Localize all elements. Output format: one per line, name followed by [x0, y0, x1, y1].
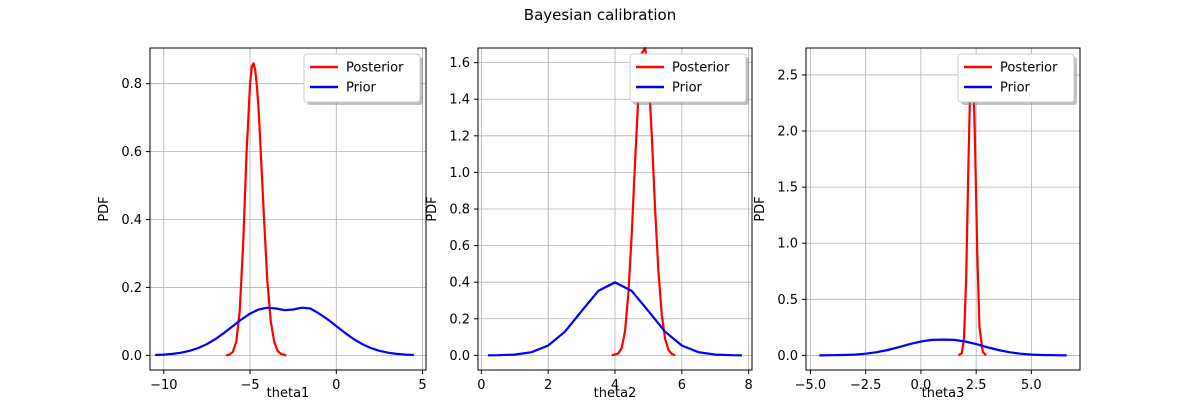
y-axis-label: PDF: [753, 196, 768, 221]
x-tick-label: 2.5: [966, 378, 987, 393]
x-axis-label: theta2: [594, 386, 637, 400]
legend-label-prior: Prior: [672, 81, 703, 96]
x-tick-label: 8: [745, 378, 753, 393]
series-line-prior: [487, 281, 743, 357]
figure-title: Bayesian calibration: [524, 6, 676, 24]
y-tick-label: 0.5: [777, 293, 798, 308]
y-tick-label: 0.4: [449, 276, 470, 291]
y-axis-label: PDF: [425, 196, 440, 221]
y-tick-label: 1.2: [449, 129, 470, 144]
x-tick-label: −2.5: [850, 378, 882, 393]
legend-label-posterior: Posterior: [346, 61, 404, 76]
x-tick-label: 2: [544, 378, 552, 393]
y-tick-label: 0.2: [449, 312, 470, 327]
x-tick-label: 0: [477, 378, 485, 393]
y-tick-label: 0.4: [121, 213, 142, 228]
subplot-theta2: 0 2 4 6 8 0.0 0.2 0.4 0.6 0.8 1.0 1.2 1.4 1.6 theta2 PD…: [425, 46, 753, 400]
x-axis-label: theta1: [267, 386, 310, 400]
y-tick-label: 0.0: [777, 349, 798, 364]
y-tick-label: 0.8: [449, 203, 470, 218]
x-tick-label: 5.0: [1021, 378, 1042, 393]
x-tick-label: 5: [418, 378, 426, 393]
y-tick-label: 0.8: [121, 77, 142, 92]
axes-frame: [149, 47, 427, 371]
y-tick-label: 0.2: [121, 281, 142, 296]
subplot-theta1: −10 −5 0 5 0.0 0.2 0.4 0.6 0.8 theta1 PDF Posterior…: [97, 47, 427, 400]
legend-label-prior: Prior: [346, 81, 377, 96]
legend-label-prior: Prior: [1000, 81, 1031, 96]
y-tick-label: 0.0: [449, 349, 470, 364]
x-tick-label: 4: [611, 378, 619, 393]
x-axis-label: theta3: [922, 386, 965, 400]
legend-label-posterior: Posterior: [1000, 61, 1058, 76]
x-tick-label: 6: [678, 378, 686, 393]
x-tick-label: −5: [240, 378, 259, 393]
y-tick-label: 1.4: [449, 93, 470, 108]
x-tick-label: −5.0: [795, 378, 827, 393]
y-tick-label: 1.0: [777, 237, 798, 252]
x-tick-label: 0.0: [911, 378, 932, 393]
y-tick-label: 1.6: [449, 56, 470, 71]
subplot-theta3: −5.0 −2.5 0.0 2.5 5.00.00.51.01.52.02.5theta…: [753, 47, 1081, 400]
y-axis-label: PDF: [97, 196, 112, 221]
y-tick-label: 2.5: [777, 68, 798, 83]
x-tick-label: −10: [150, 378, 177, 393]
y-tick-label: 1.5: [777, 181, 798, 196]
y-tick-label: 2.0: [777, 125, 798, 140]
series-line-posterior: [225, 62, 287, 357]
series-line-prior: [819, 338, 1067, 357]
x-tick-label: 0: [332, 378, 340, 393]
y-tick-label: 1.0: [449, 166, 470, 181]
series-line-prior: [155, 306, 414, 357]
y-tick-label: 0.6: [121, 145, 142, 160]
y-tick-label: 0.0: [121, 349, 142, 364]
axes-frame: [805, 47, 1081, 371]
y-tick-label: 0.6: [449, 239, 470, 254]
legend-label-posterior: Posterior: [672, 61, 730, 76]
